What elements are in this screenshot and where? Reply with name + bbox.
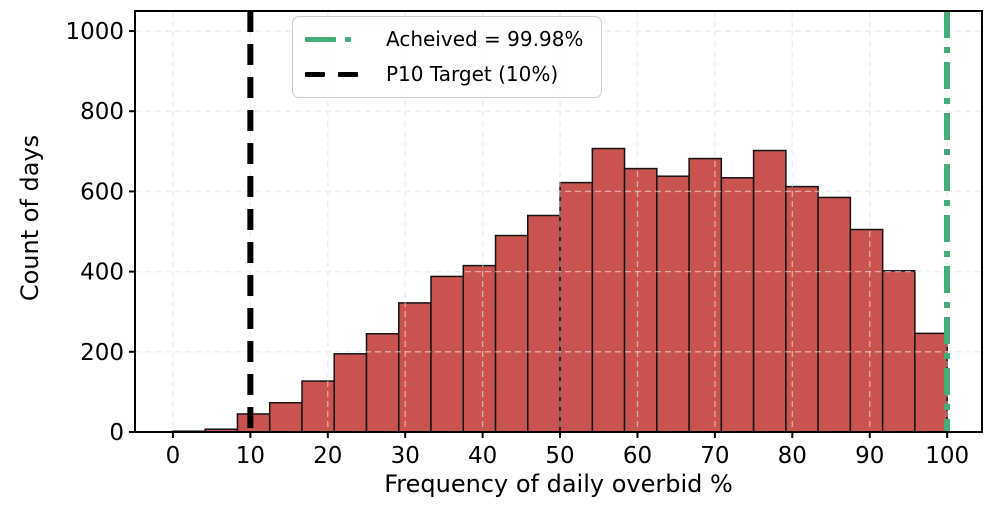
histogram-bar: [236, 413, 271, 433]
histogram-bar: [914, 332, 948, 433]
y-tick-label: 0: [109, 420, 124, 446]
legend-line-segment: [305, 36, 336, 42]
histogram-bar: [688, 157, 723, 433]
histogram-bar: [527, 214, 561, 433]
y-tick-label: 400: [80, 260, 124, 286]
histogram-bar: [623, 167, 658, 433]
histogram-bar: [430, 275, 465, 433]
histogram-bar: [720, 177, 755, 433]
x-tick-label: 60: [623, 443, 652, 469]
histogram-bar: [462, 264, 497, 433]
histogram-bar: [849, 228, 884, 433]
x-tick-label: 70: [700, 443, 729, 469]
legend: Acheived = 99.98% P10 Target (10%): [292, 16, 603, 98]
plot-border: [134, 10, 983, 433]
legend-label-target: P10 Target (10%): [386, 62, 559, 86]
x-tick-label: 10: [236, 443, 265, 469]
histogram-bar: [398, 302, 432, 433]
x-tick-label: 80: [778, 443, 807, 469]
y-axis-label: Count of days: [16, 134, 44, 302]
y-tick-label: 200: [80, 340, 124, 366]
x-tick-label: 20: [313, 443, 342, 469]
x-tick-label: 40: [468, 443, 497, 469]
x-tick-label: 90: [855, 443, 884, 469]
y-tick-label: 1000: [65, 19, 124, 45]
histogram-bar: [365, 333, 400, 433]
y-tick-label: 600: [80, 179, 124, 205]
histogram-bar: [559, 181, 594, 433]
y-tick-label: 800: [80, 99, 124, 125]
legend-line-segment: [338, 71, 358, 77]
achieved-dashdot-line-icon: [305, 36, 371, 42]
histogram-bar: [656, 175, 690, 433]
target-dashed-line-icon: [305, 71, 371, 77]
x-tick-label: 50: [545, 443, 574, 469]
histogram-bar: [333, 353, 368, 433]
histogram-bar: [494, 234, 529, 433]
x-axis-label: Frequency of daily overbid %: [384, 470, 733, 498]
histogram-bar: [268, 401, 303, 433]
legend-line-segment: [305, 71, 325, 77]
legend-item-target: P10 Target (10%): [305, 62, 583, 86]
legend-label-achieved: Acheived = 99.98%: [386, 27, 584, 51]
x-tick-label: 0: [166, 443, 181, 469]
legend-line-segment: [345, 36, 351, 42]
x-tick-label: 30: [391, 443, 420, 469]
x-tick-label: 100: [925, 443, 969, 469]
histogram-bar: [785, 185, 819, 433]
histogram-bar: [752, 149, 787, 433]
histogram-bar: [817, 196, 852, 433]
legend-item-achieved: Acheived = 99.98%: [305, 27, 583, 51]
histogram-bar: [301, 380, 335, 433]
